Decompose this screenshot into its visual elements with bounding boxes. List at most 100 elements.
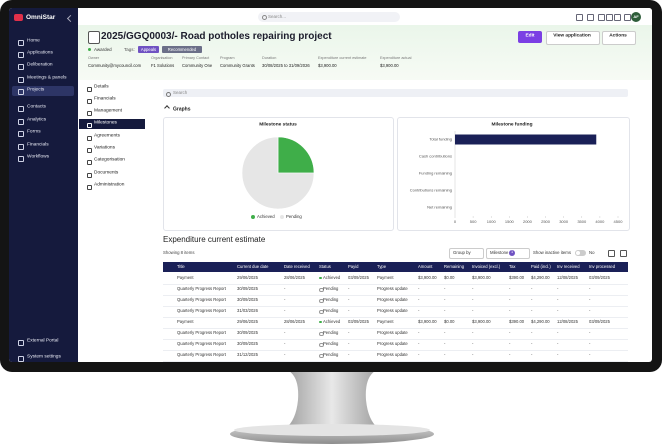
toolbar-icon[interactable]	[576, 14, 583, 21]
nav-item[interactable]: Analytics	[27, 117, 47, 123]
nav-item[interactable]: Home	[27, 38, 40, 44]
table-cell[interactable]: Quarterly Progress Report	[177, 307, 226, 313]
status: Awarded	[94, 46, 112, 52]
search-placeholder[interactable]: Search...	[268, 13, 287, 19]
table-cell: -	[589, 351, 591, 357]
meta-value: $3,900.00	[380, 62, 399, 68]
nav-item[interactable]: Forms	[27, 129, 41, 135]
action-button[interactable]	[602, 31, 636, 45]
subnav-icon	[87, 86, 92, 92]
subnav-item[interactable]: Financials	[94, 96, 116, 102]
nav-footer-item[interactable]: System settings	[27, 354, 61, 360]
subnav-item[interactable]: Documents	[94, 170, 119, 176]
avatar[interactable]	[631, 12, 641, 22]
table-cell: -	[348, 285, 350, 291]
table-cell: Pending	[323, 340, 339, 346]
table-tool-icon[interactable]	[608, 250, 615, 257]
toggle[interactable]	[575, 249, 586, 256]
nav-item[interactable]: Applications	[27, 50, 53, 56]
toolbar-icon[interactable]	[606, 14, 613, 21]
subnav-item[interactable]: Details	[94, 84, 109, 90]
meta-label: Primary Contact	[182, 56, 210, 61]
table-cell: -	[557, 351, 559, 357]
toolbar-icon[interactable]	[614, 14, 621, 21]
status-marker	[319, 309, 324, 315]
inactive-label[interactable]: Show inactive items	[533, 249, 571, 255]
graphs-heading[interactable]: Graphs	[173, 106, 191, 113]
group-by-label[interactable]: Group by	[453, 249, 471, 255]
legend-swatch	[280, 215, 284, 219]
column-header[interactable]: Invoiced (excl.)	[472, 263, 501, 269]
nav-item[interactable]: Projects	[27, 87, 45, 93]
column-header[interactable]: Amount	[418, 263, 433, 269]
subnav-item[interactable]: Variations	[94, 145, 115, 151]
column-header[interactable]: Date received	[284, 263, 310, 269]
subnav-item[interactable]: Milestones	[94, 120, 117, 126]
column-header[interactable]: Remaining	[444, 263, 465, 269]
nav-item[interactable]: Meetings & panels	[27, 75, 67, 81]
column-header[interactable]: Payid	[348, 263, 359, 269]
column-header[interactable]: Inv received	[557, 263, 580, 269]
nav-item[interactable]: Financials	[27, 142, 49, 148]
table-cell: -	[557, 340, 559, 346]
action-button[interactable]	[546, 31, 600, 45]
column-header[interactable]: Inv processed	[589, 263, 616, 269]
column-header[interactable]: Paid (incl.)	[531, 263, 551, 269]
toolbar-icon[interactable]	[587, 14, 594, 21]
subnav-item[interactable]: Administration	[94, 182, 125, 188]
table-cell[interactable]: Quarterly Progress Report	[177, 329, 226, 335]
table-cell: -	[531, 351, 533, 357]
nav-item[interactable]: Deliberation	[27, 62, 53, 68]
subnav-icon	[87, 159, 92, 165]
table-cell[interactable]: Quarterly Progress Report	[177, 340, 226, 346]
action-button-label[interactable]: Edit	[525, 33, 535, 39]
milestone-control[interactable]	[486, 248, 530, 259]
column-header[interactable]: Type	[377, 263, 387, 269]
table-cell: -	[418, 340, 420, 346]
group-by-control[interactable]	[449, 248, 484, 259]
table-cell: -	[557, 296, 559, 302]
table-cell: $3,900.00	[472, 274, 491, 280]
table-tool-icon[interactable]	[620, 250, 627, 257]
toolbar-icon[interactable]	[598, 14, 605, 21]
column-header[interactable]: Title	[177, 263, 185, 269]
table-cell[interactable]: Quarterly Progress Report	[177, 351, 226, 357]
table-cell: 03/09/2025	[589, 318, 610, 324]
content-search[interactable]	[163, 89, 628, 97]
table-cell[interactable]: Payment	[177, 318, 194, 324]
global-search[interactable]	[258, 12, 400, 22]
table-cell[interactable]: Payment	[177, 274, 194, 280]
action-button-label[interactable]: Actions	[609, 33, 627, 39]
subnav-item[interactable]: Agreements	[94, 133, 120, 139]
content-search-placeholder[interactable]: Search	[173, 89, 188, 95]
table-cell: -	[472, 351, 474, 357]
column-header[interactable]: Status	[319, 263, 331, 269]
toolbar-icon[interactable]	[624, 14, 631, 21]
subnav-icon	[87, 98, 92, 104]
action-button-label[interactable]: View application	[553, 33, 591, 39]
meta-label: Organisation	[151, 56, 173, 61]
subnav-item[interactable]: Management	[94, 108, 122, 114]
nav-footer-item[interactable]: External Portal	[27, 338, 59, 344]
table-cell: $0.00	[444, 274, 455, 280]
avatar-initials[interactable]: AF	[633, 14, 639, 19]
row-divider	[163, 294, 628, 295]
table-cell: -	[509, 329, 511, 335]
table-cell: -	[444, 296, 446, 302]
milestone-label[interactable]: Milestone	[490, 249, 509, 255]
nav-item[interactable]: Contacts	[27, 104, 46, 110]
column-header[interactable]: Current due date	[237, 263, 269, 269]
table-cell[interactable]: Quarterly Progress Report	[177, 285, 226, 291]
x-tick-label: 4500	[614, 219, 624, 224]
search-icon	[262, 15, 267, 20]
table-cell: -	[284, 329, 286, 335]
subnav-item[interactable]: Categorisation	[94, 157, 125, 163]
column-header[interactable]: Tax	[509, 263, 516, 269]
table-cell: 03/09/2025	[589, 274, 610, 280]
table-cell[interactable]: Quarterly Progress Report	[177, 296, 226, 302]
nav-icon	[18, 131, 24, 137]
table-cell: -	[444, 285, 446, 291]
nav-icon	[18, 77, 24, 83]
action-button[interactable]	[518, 31, 542, 43]
nav-item[interactable]: Workflows	[27, 154, 50, 160]
